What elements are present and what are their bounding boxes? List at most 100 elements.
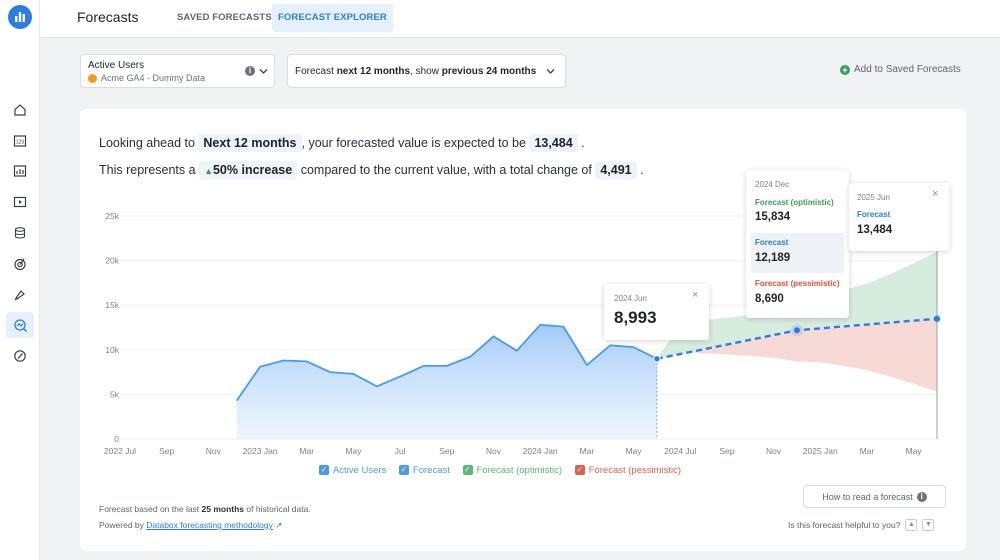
x-tick-label: 2024 Jan bbox=[523, 446, 558, 456]
close-icon[interactable]: × bbox=[692, 289, 699, 301]
thumbs-up-icon[interactable]: ▲ bbox=[905, 519, 918, 531]
x-tick-label: Mar bbox=[860, 446, 875, 456]
x-tick-label: May bbox=[906, 446, 923, 456]
forecast-value: 13,484 bbox=[857, 224, 893, 236]
x-tick-label: Nov bbox=[206, 446, 222, 456]
chart-points bbox=[653, 315, 941, 363]
legend-item-active-users[interactable]: ✓ Active Users bbox=[318, 464, 387, 476]
sidebar: 123 bbox=[0, 0, 40, 560]
x-tick-label: May bbox=[626, 446, 643, 456]
close-icon[interactable]: × bbox=[932, 188, 939, 200]
slides-icon[interactable] bbox=[6, 189, 34, 215]
page-title: Forecasts bbox=[77, 9, 139, 25]
triangle-up-icon: ▲ bbox=[204, 166, 213, 176]
midpoint-tooltip: 2024 Dec Forecast (optimistic) 15,834 Fo… bbox=[746, 170, 849, 318]
x-tick-label: 2023 Jan bbox=[243, 446, 278, 456]
tooltip-date: 2024 Jun bbox=[614, 294, 647, 303]
forecast-value-badge: 13,484 bbox=[529, 134, 578, 152]
x-tick-label: Mar bbox=[580, 446, 595, 456]
midpoint-point[interactable] bbox=[793, 327, 800, 334]
home-icon[interactable] bbox=[6, 97, 34, 123]
checkbox-icon: ✓ bbox=[318, 465, 329, 475]
y-tick-label: 5k bbox=[110, 389, 120, 399]
history-line bbox=[235, 323, 658, 402]
x-tick-label: 2022 Jul bbox=[104, 446, 136, 456]
plus-icon: + bbox=[840, 64, 850, 75]
tooltip-date: 2024 Dec bbox=[755, 180, 790, 189]
tooltip-date: 2025 Jun bbox=[857, 193, 890, 202]
external-link-icon: ↗ bbox=[275, 520, 283, 530]
x-tick-label: Jul bbox=[395, 446, 406, 456]
pessimistic-label: Forecast (pessimistic) bbox=[755, 279, 840, 288]
tab-forecast-explorer[interactable]: FORECAST EXPLORER bbox=[272, 4, 393, 32]
x-tick-label: May bbox=[345, 446, 362, 456]
methodology-link[interactable]: Databox forecasting methodology bbox=[146, 520, 273, 530]
x-tick-label: Sep bbox=[719, 446, 734, 456]
thumbs-down-icon[interactable]: ▼ bbox=[922, 519, 935, 531]
tooltip-value: 8,993 bbox=[614, 308, 657, 327]
top-bar: Forecasts SAVED FORECASTS FORECAST EXPLO… bbox=[40, 0, 1000, 38]
metric-selector[interactable]: Active Users Acme GA4 - Dummy Data i bbox=[80, 54, 275, 88]
y-tick-label: 0 bbox=[114, 434, 119, 444]
legend-item-optimistic[interactable]: ✓ Forecast (optimistic) bbox=[462, 464, 563, 476]
current-point[interactable] bbox=[653, 355, 661, 363]
forecast-period-selector[interactable]: Forecast next 12 months, show previous 2… bbox=[287, 54, 566, 88]
how-to-read-forecast-button[interactable]: How to read a forecast i bbox=[803, 485, 946, 508]
legend-item-forecast[interactable]: ✓ Forecast bbox=[398, 464, 450, 476]
svg-text:123: 123 bbox=[16, 140, 25, 146]
total-change-badge: 4,491 bbox=[595, 161, 637, 179]
data-icon[interactable] bbox=[6, 220, 34, 246]
increase-badge: ▲50% increase bbox=[199, 161, 298, 179]
summary-line-2: This represents a ▲50% increase compared… bbox=[99, 161, 644, 179]
databox-logo-icon[interactable] bbox=[8, 5, 32, 29]
checkbox-icon: ✓ bbox=[574, 465, 585, 475]
metrics-icon[interactable]: 123 bbox=[6, 128, 34, 154]
add-saved-label: Add to Saved Forecasts bbox=[854, 64, 961, 75]
tab-saved-forecasts[interactable]: SAVED FORECASTS bbox=[177, 12, 272, 23]
metric-name: Active Users bbox=[88, 60, 145, 71]
info-icon: i bbox=[916, 491, 927, 502]
forecast-value: 12,189 bbox=[755, 252, 791, 264]
x-tick-label: Sep bbox=[439, 446, 454, 456]
chevron-down-icon bbox=[259, 69, 268, 74]
x-tick-label: 2024 Jul bbox=[664, 446, 696, 456]
benchmarks-icon[interactable] bbox=[6, 343, 34, 369]
forecasts-icon[interactable] bbox=[6, 312, 34, 338]
forecast-row-highlight bbox=[751, 233, 844, 273]
x-tick-label: Sep bbox=[159, 446, 174, 456]
info-icon[interactable]: i bbox=[245, 66, 255, 76]
x-tick-label: Nov bbox=[486, 446, 502, 456]
forecast-period-value: next 12 months bbox=[336, 66, 411, 77]
checkbox-icon: ✓ bbox=[398, 465, 409, 475]
powered-by-note: Powered by Databox forecasting methodolo… bbox=[99, 520, 283, 530]
x-axis: 2022 Jul Sep Nov 2023 Jan Mar May Jul Sep Nov 202… bbox=[104, 446, 923, 456]
forecast-label: Forecast bbox=[857, 210, 891, 219]
current-value-tooltip: 2024 Jun × 8,993 bbox=[604, 284, 709, 340]
goals-icon[interactable] bbox=[6, 251, 34, 277]
forecast-basis-note: Forecast based on the last 25 months of … bbox=[99, 504, 311, 514]
alerts-icon[interactable] bbox=[6, 282, 34, 308]
checkbox-icon: ✓ bbox=[462, 465, 473, 475]
chevron-down-icon bbox=[546, 69, 555, 74]
pessimistic-band bbox=[656, 318, 937, 392]
reports-icon[interactable] bbox=[6, 158, 34, 184]
y-tick-label: 25k bbox=[105, 211, 119, 221]
legend-item-pessimistic[interactable]: ✓ Forecast (pessimistic) bbox=[574, 464, 682, 476]
add-to-saved-forecasts-button[interactable]: + Add to Saved Forecasts bbox=[840, 64, 961, 75]
pessimistic-value: 8,690 bbox=[755, 293, 784, 305]
y-tick-label: 20k bbox=[105, 256, 119, 266]
feedback-prompt: Is this forecast helpful to you? ▲ ▼ bbox=[788, 519, 935, 531]
x-tick-label: 2025 Jan bbox=[803, 446, 838, 456]
end-value-tooltip: 2025 Jun × Forecast 13,484 bbox=[849, 183, 949, 251]
y-tick-label: 15k bbox=[105, 300, 119, 310]
history-area bbox=[236, 324, 657, 439]
horizon-badge: Next 12 months bbox=[198, 134, 302, 152]
end-point[interactable] bbox=[933, 315, 941, 322]
data-source-name: Acme GA4 - Dummy Data bbox=[101, 73, 206, 83]
optimistic-label: Forecast (optimistic) bbox=[755, 198, 834, 207]
forecast-label: Forecast bbox=[755, 238, 789, 247]
y-tick-label: 10k bbox=[105, 345, 119, 355]
y-axis: 25k 20k 15k 10k 5k 0 bbox=[105, 211, 119, 444]
history-period-value: previous 24 months bbox=[441, 66, 537, 77]
